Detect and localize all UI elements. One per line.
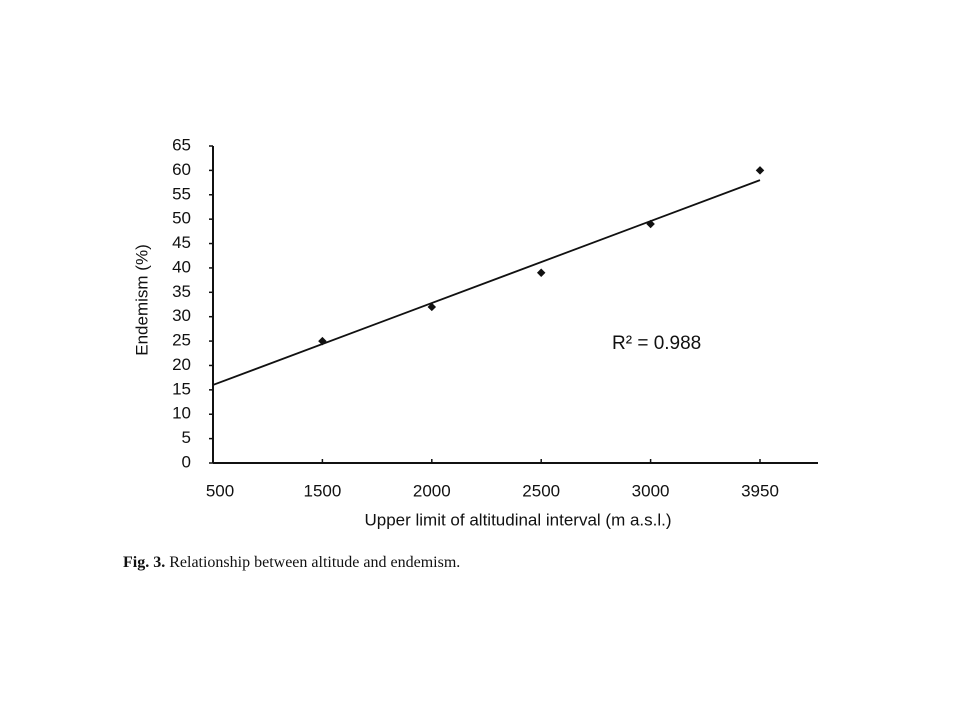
y-tick-label: 25 <box>172 331 191 350</box>
point <box>755 166 765 175</box>
trendline <box>212 179 761 386</box>
caption: Fig. 3. Relationship between altitude an… <box>123 554 460 571</box>
y-tick-label: 55 <box>172 184 191 203</box>
y-tick-label: 35 <box>172 282 191 301</box>
annotation: R² = 0.988 <box>612 333 701 354</box>
y-tick-label: 0 <box>182 452 191 471</box>
x-tick-label: 500 <box>206 481 234 500</box>
x-tick-label: 3000 <box>632 481 670 500</box>
y-tick-label: 10 <box>172 404 191 423</box>
y-axis-label: Endemism (%) <box>132 244 151 355</box>
y-tick-label: 20 <box>172 355 191 374</box>
x-tick-label: 3950 <box>741 481 779 500</box>
point <box>536 268 546 278</box>
y-tick-label: 5 <box>182 428 191 447</box>
x-axis-label: Upper limit of altitudinal interval (m a… <box>364 510 671 529</box>
y-tick-label: 40 <box>172 257 191 276</box>
point <box>646 219 655 229</box>
x-tick-label: 1500 <box>303 481 341 500</box>
x-tick-label: 2000 <box>413 481 451 500</box>
y-tick-label: 60 <box>172 160 191 179</box>
caption-text: Relationship between altitude and endemi… <box>169 554 460 571</box>
y-tick-label: 30 <box>172 306 191 325</box>
point <box>318 336 327 346</box>
point <box>427 302 437 312</box>
y-tick-label: 15 <box>172 379 191 398</box>
y-tick-label: 45 <box>172 233 191 252</box>
y-tick-label: 50 <box>172 209 191 228</box>
x-tick-label: 2500 <box>522 481 560 500</box>
caption-label: Fig. 3. <box>123 554 165 571</box>
y-tick-label: 65 <box>172 135 191 154</box>
